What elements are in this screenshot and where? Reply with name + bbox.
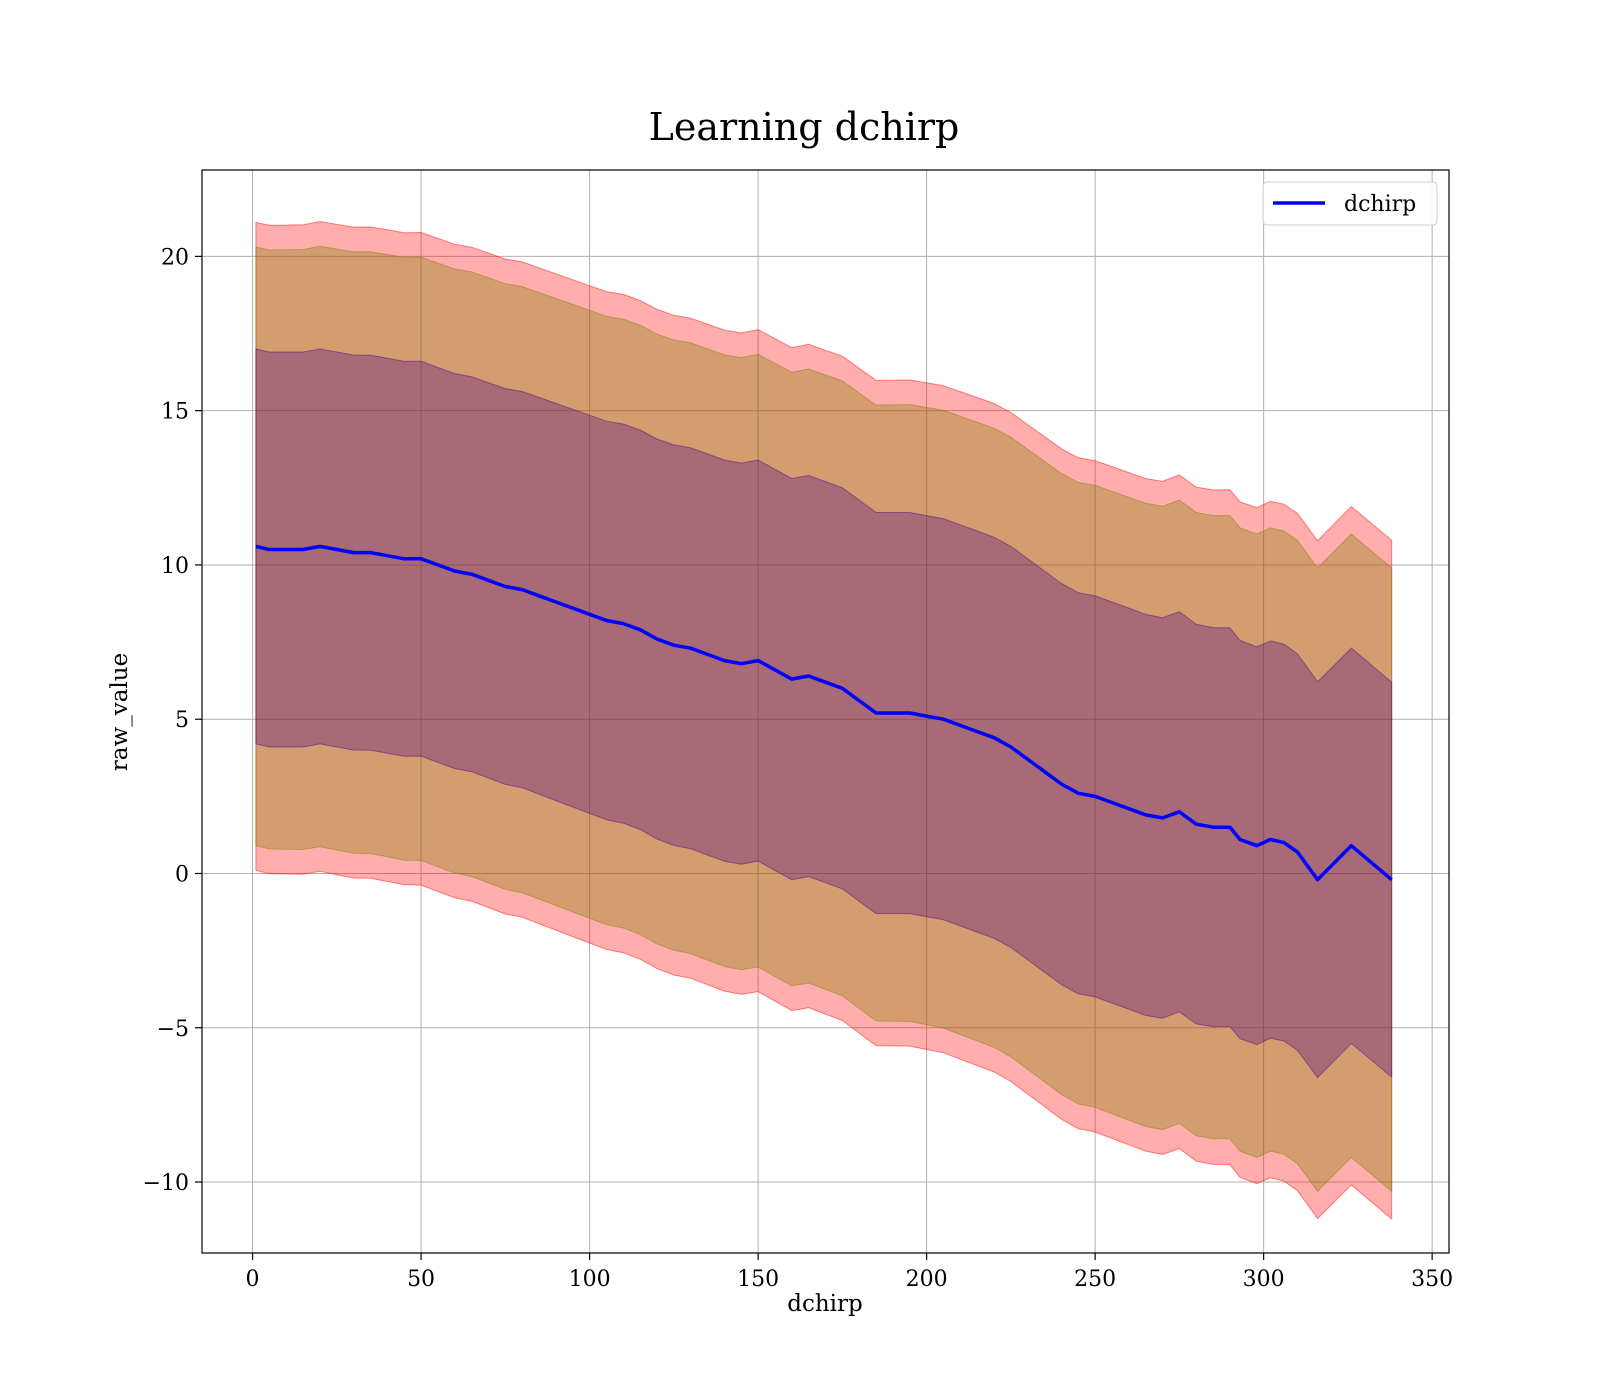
x-tick-label-3: 150 bbox=[737, 1267, 779, 1292]
band-0 bbox=[255, 220, 1393, 1221]
y-tick-label-1: −5 bbox=[157, 1017, 189, 1042]
x-tick-label-6: 300 bbox=[1243, 1267, 1285, 1292]
y-tick-label-0: −10 bbox=[143, 1171, 189, 1196]
grid-lines bbox=[202, 170, 1449, 1253]
y-axis-ticks: −10 −5 0 5 10 15 20 bbox=[143, 245, 202, 1196]
y-tick-label-5: 15 bbox=[161, 400, 189, 425]
legend-label: dchirp bbox=[1344, 192, 1416, 217]
series-lines bbox=[255, 544, 1393, 882]
y-tick-label-3: 5 bbox=[175, 708, 189, 733]
x-tick-label-0: 0 bbox=[246, 1267, 260, 1292]
band-1 bbox=[255, 245, 1393, 1193]
band-2 bbox=[255, 348, 1393, 1079]
y-axis-label: raw_value bbox=[107, 653, 133, 771]
y-tick-label-4: 10 bbox=[161, 554, 189, 579]
x-axis-label: dchirp bbox=[787, 1291, 863, 1317]
confidence-bands bbox=[255, 220, 1393, 1221]
x-tick-label-7: 350 bbox=[1411, 1267, 1453, 1292]
chart-title: Learning dchirp bbox=[649, 105, 960, 149]
series-line-dchirp bbox=[255, 544, 1393, 882]
x-tick-label-4: 200 bbox=[906, 1267, 948, 1292]
y-tick-label-6: 20 bbox=[161, 245, 189, 270]
x-tick-label-1: 50 bbox=[407, 1267, 435, 1292]
x-tick-label-2: 100 bbox=[569, 1267, 611, 1292]
plot-frame bbox=[201, 169, 1450, 1254]
legend: dchirp bbox=[1262, 181, 1438, 226]
y-tick-label-2: 0 bbox=[175, 862, 189, 887]
x-axis-ticks: 0 50 100 150 200 250 300 350 bbox=[246, 1253, 1453, 1292]
legend-box bbox=[1262, 181, 1438, 226]
x-tick-label-5: 250 bbox=[1074, 1267, 1116, 1292]
